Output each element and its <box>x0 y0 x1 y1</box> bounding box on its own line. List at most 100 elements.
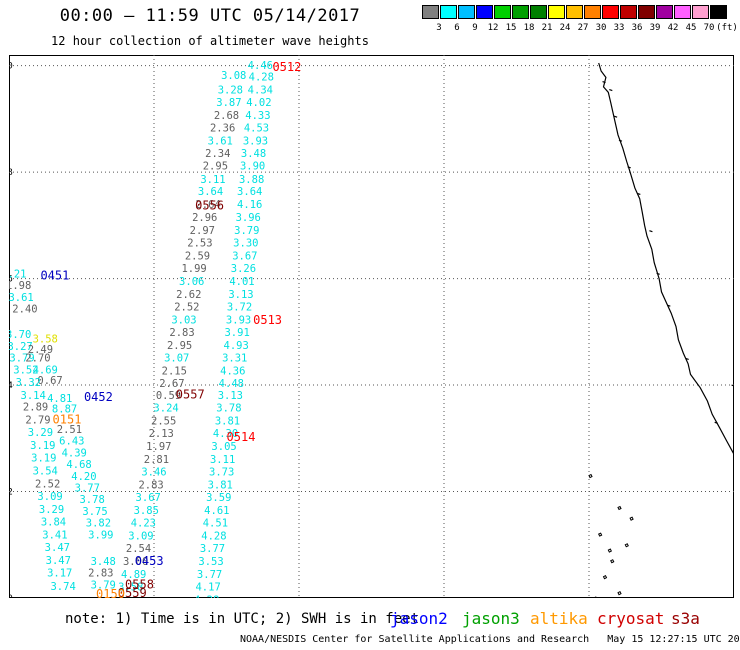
y-tick-label: 12 <box>9 488 13 498</box>
wave-height-label: 3.64 <box>198 186 223 198</box>
legend-jason2: jason2 <box>390 609 448 628</box>
wave-height-label: 2.97 <box>190 225 215 237</box>
wave-height-label: 4.89 <box>121 569 146 581</box>
wave-height-label: 4.02 <box>246 97 271 109</box>
legend-jason3: jason3 <box>462 609 520 628</box>
wave-height-label: 2.49 <box>28 344 53 356</box>
colorbar-label: 3 <box>436 23 442 33</box>
colorbar-label: 27 <box>577 23 589 33</box>
wave-height-label: 3.46 <box>141 467 166 479</box>
wave-height-label: 3.58 <box>118 582 143 594</box>
y-tick-label: 18 <box>9 168 13 178</box>
wave-height-label: 4.48 <box>219 378 244 390</box>
colorbar-swatch <box>476 5 493 19</box>
wave-height-label: 4.39 <box>62 447 87 459</box>
coastline-detail <box>685 357 689 361</box>
colorbar-label: 6 <box>454 23 460 33</box>
wave-height-label: 2.79 <box>25 414 50 426</box>
wave-height-label: 4.17 <box>195 582 220 594</box>
wave-height-label: 4.28 <box>201 530 226 542</box>
wave-height-label: 6.43 <box>59 436 84 448</box>
track-label: 0559 <box>118 586 147 598</box>
wave-height-label: 3.24 <box>153 403 178 415</box>
colorbar-swatch <box>674 5 691 19</box>
wave-height-label: 3.77 <box>197 569 222 581</box>
wave-height-label: 4.93 <box>224 340 249 352</box>
wave-height-label: 2.96 <box>192 212 217 224</box>
wave-height-label: 4.16 <box>237 199 262 211</box>
coastline-detail <box>667 304 671 307</box>
wave-height-label: 2.40 <box>12 304 37 316</box>
wave-height-label: 3.91 <box>224 327 249 339</box>
island <box>617 591 622 596</box>
wave-height-label: 3.85 <box>134 505 159 517</box>
colorbar-label: 33 <box>613 23 625 33</box>
island <box>602 575 608 580</box>
wave-height-label: 3.87 <box>216 97 241 109</box>
wave-height-label: 1.98 <box>9 280 31 292</box>
wave-height-label: 2.89 <box>23 402 48 414</box>
island <box>588 473 593 479</box>
wave-height-label: 3.11 <box>210 454 235 466</box>
wave-height-label: 3.84 <box>41 517 66 529</box>
colorbar-swatch <box>584 5 601 19</box>
legend-s3a: s3a <box>671 609 700 628</box>
wave-height-label: 3.96 <box>236 212 261 224</box>
wave-height-label: 2.34 <box>205 148 230 160</box>
wave-height-label: 1.99 <box>181 263 206 275</box>
colorbar-swatch <box>530 5 547 19</box>
wave-height-label: 3.11 <box>200 174 225 186</box>
wave-height-label: 2.15 <box>162 365 187 377</box>
colorbar-swatch <box>458 5 475 19</box>
track-label: 0558 <box>125 577 154 591</box>
wave-height-label: 3.13 <box>218 390 243 402</box>
wave-height-label: 3.48 <box>91 556 116 568</box>
colorbar-label: 39 <box>649 23 661 33</box>
coastline-detail <box>609 89 613 92</box>
colorbar-swatch <box>548 5 565 19</box>
colorbar-label: 70 <box>703 23 715 33</box>
track-label: 0453 <box>135 554 164 568</box>
wave-height-label: 2.95 <box>203 160 228 172</box>
colorbar-swatch <box>656 5 673 19</box>
wave-height-label: 3.77 <box>75 483 100 495</box>
wave-height-label: 3.90 <box>240 160 265 172</box>
wave-height-label: 3.28 <box>218 84 243 96</box>
wave-height-label: 3.27 <box>9 341 33 353</box>
wave-height-label: 3.29 <box>39 504 64 516</box>
y-tick-label: 14 <box>9 381 13 391</box>
coastline-detail <box>602 81 606 84</box>
y-tick-label: 16 <box>9 275 13 285</box>
wave-height-label: 3.17 <box>47 568 72 580</box>
wave-height-label: 3.06 <box>179 276 204 288</box>
colorbar-swatch <box>602 5 619 19</box>
wave-height-label: 4.61 <box>204 505 229 517</box>
wave-height-label: 3.29 <box>28 427 53 439</box>
y-tick-label: 20 <box>9 62 13 72</box>
legend-cryosat: cryosat <box>597 609 665 628</box>
wave-height-label: 3.53 <box>198 556 223 568</box>
island <box>617 505 622 511</box>
wave-height-label: 3.81 <box>215 415 240 427</box>
wave-height-label: 2.67 <box>159 378 184 390</box>
track-label: 0512 <box>272 60 301 74</box>
wave-height-label: 3.75 <box>82 506 107 518</box>
wave-height-label: 3.14 <box>21 390 46 402</box>
wave-height-label: 3.77 <box>200 543 225 555</box>
wave-height-label: 4.81 <box>47 393 72 405</box>
track-label: 0514 <box>227 430 256 444</box>
colorbar-swatch <box>494 5 511 19</box>
wave-height-label: 2.64 <box>195 199 220 211</box>
wave-height-label: 4.28 <box>249 72 274 84</box>
island <box>624 543 629 548</box>
wave-height-label: 3.26 <box>231 263 256 275</box>
wave-height-label: 3.81 <box>208 479 233 491</box>
wave-height-label: 8.87 <box>52 404 77 416</box>
wave-height-label: 3.19 <box>30 440 55 452</box>
wave-height-label: 2.52 <box>174 302 199 314</box>
wave-height-label: 2.59 <box>185 250 210 262</box>
wave-height-label: 3.67 <box>232 250 257 262</box>
island <box>629 516 634 521</box>
colorbar-label: 45 <box>685 23 697 33</box>
map-subtitle: 12 hour collection of altimeter wave hei… <box>51 34 369 48</box>
